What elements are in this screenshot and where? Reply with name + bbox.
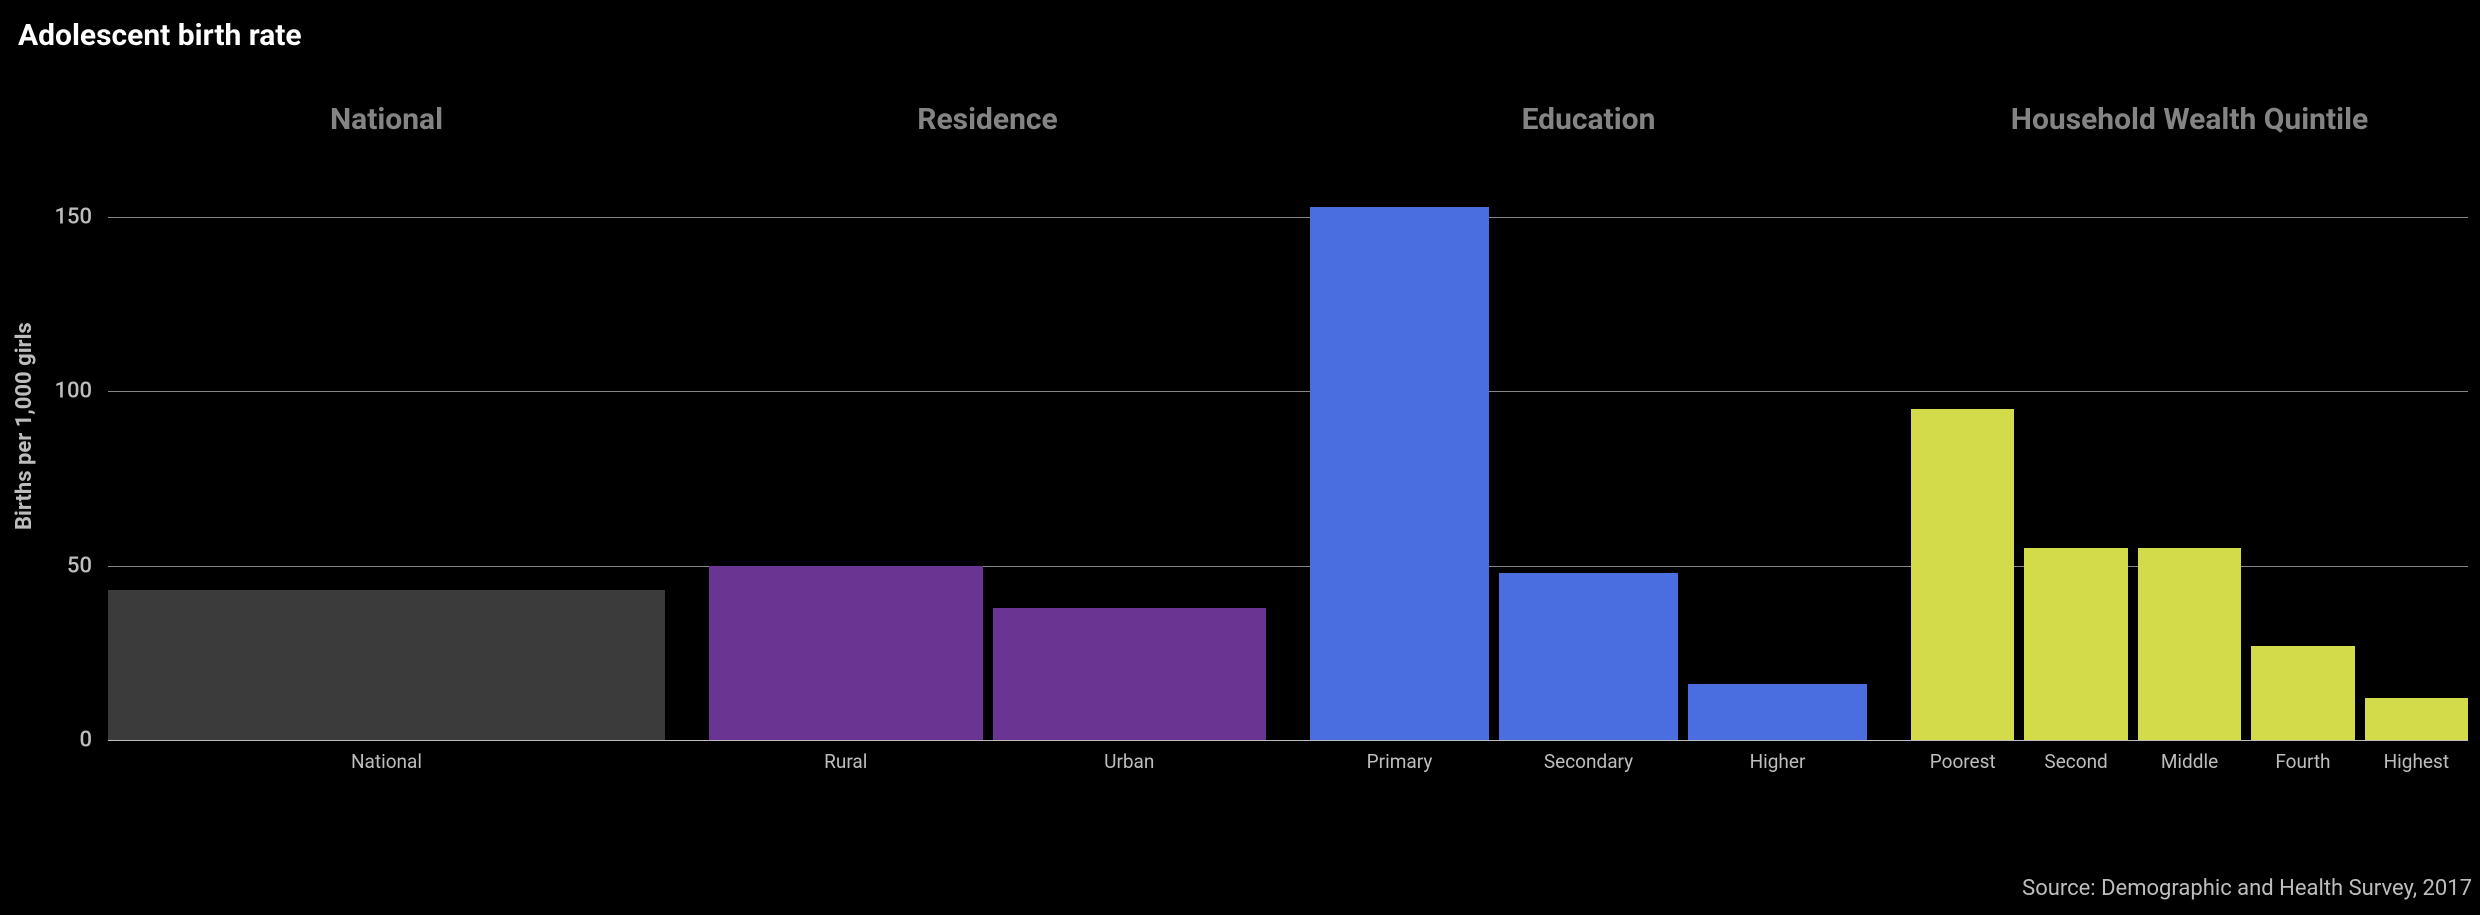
chart-group: ResidenceRuralUrban xyxy=(709,130,1266,740)
bar-label: Rural xyxy=(824,750,867,773)
bar: Middle xyxy=(2138,548,2241,740)
bar-label: Urban xyxy=(1104,750,1154,773)
chart-group: EducationPrimarySecondaryHigher xyxy=(1310,130,1867,740)
bar-label: Secondary xyxy=(1544,750,1633,773)
bar-label: Fourth xyxy=(2275,750,2330,773)
chart-group: NationalNational xyxy=(108,130,665,740)
bar: Primary xyxy=(1310,207,1489,740)
bar-label: National xyxy=(351,750,422,773)
bar: Highest xyxy=(2365,698,2468,740)
bars-container: PrimarySecondaryHigher xyxy=(1310,130,1867,740)
bar: Rural xyxy=(709,566,983,740)
bar: National xyxy=(108,590,665,740)
source-text: Source: Demographic and Health Survey, 2… xyxy=(2022,876,2472,901)
bars-container: National xyxy=(108,130,665,740)
chart-title: Adolescent birth rate xyxy=(18,18,302,53)
bar: Poorest xyxy=(1911,409,2014,740)
gridline xyxy=(108,740,2468,741)
bar: Urban xyxy=(993,608,1267,740)
y-tick-label: 100 xyxy=(54,379,92,404)
plot-area: 050100150NationalNationalResidenceRuralU… xyxy=(108,130,2468,740)
bar: Fourth xyxy=(2251,646,2354,740)
bar-label: Higher xyxy=(1750,750,1806,773)
bar-label: Middle xyxy=(2161,750,2218,773)
bar-label: Second xyxy=(2044,750,2107,773)
y-tick-label: 50 xyxy=(67,553,92,578)
y-tick-label: 150 xyxy=(54,205,92,230)
bars-container: RuralUrban xyxy=(709,130,1266,740)
bar-label: Highest xyxy=(2384,750,2449,773)
y-axis-label: Births per 1,000 girls xyxy=(12,322,37,530)
bar-label: Poorest xyxy=(1930,750,1996,773)
y-tick-label: 0 xyxy=(79,728,92,753)
bar: Higher xyxy=(1688,684,1867,740)
bar-label: Primary xyxy=(1367,750,1433,773)
bar: Second xyxy=(2024,548,2127,740)
bar: Secondary xyxy=(1499,573,1678,740)
chart-group: Household Wealth QuintilePoorestSecondMi… xyxy=(1911,130,2468,740)
bars-container: PoorestSecondMiddleFourth Highest xyxy=(1911,130,2468,740)
